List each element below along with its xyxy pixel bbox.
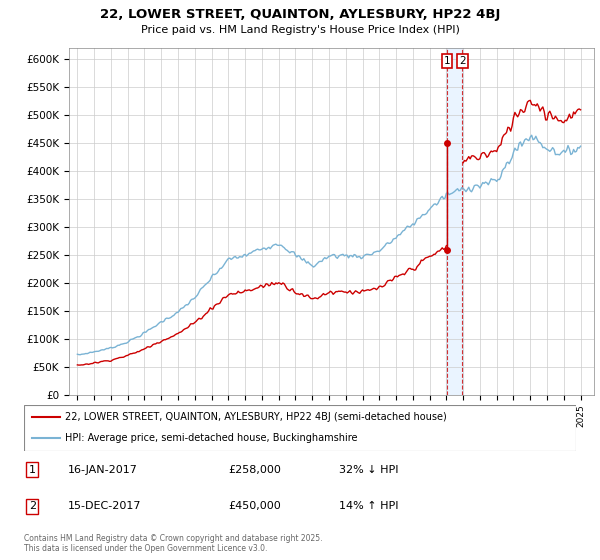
Text: 2: 2	[29, 501, 36, 511]
Text: 16-JAN-2017: 16-JAN-2017	[68, 465, 138, 475]
Text: 1: 1	[29, 465, 36, 475]
Text: £450,000: £450,000	[228, 501, 281, 511]
Text: 22, LOWER STREET, QUAINTON, AYLESBURY, HP22 4BJ: 22, LOWER STREET, QUAINTON, AYLESBURY, H…	[100, 8, 500, 21]
Text: £258,000: £258,000	[228, 465, 281, 475]
Text: Price paid vs. HM Land Registry's House Price Index (HPI): Price paid vs. HM Land Registry's House …	[140, 25, 460, 35]
Bar	[446, 48, 463, 395]
Text: HPI: Average price, semi-detached house, Buckinghamshire: HPI: Average price, semi-detached house,…	[65, 433, 358, 444]
Text: 22, LOWER STREET, QUAINTON, AYLESBURY, HP22 4BJ (semi-detached house): 22, LOWER STREET, QUAINTON, AYLESBURY, H…	[65, 412, 447, 422]
Text: Contains HM Land Registry data © Crown copyright and database right 2025.
This d: Contains HM Land Registry data © Crown c…	[24, 534, 323, 553]
Text: 32% ↓ HPI: 32% ↓ HPI	[338, 465, 398, 475]
Text: 15-DEC-2017: 15-DEC-2017	[68, 501, 142, 511]
Text: 1: 1	[444, 56, 451, 66]
Text: 2: 2	[459, 56, 466, 66]
Text: 14% ↑ HPI: 14% ↑ HPI	[338, 501, 398, 511]
